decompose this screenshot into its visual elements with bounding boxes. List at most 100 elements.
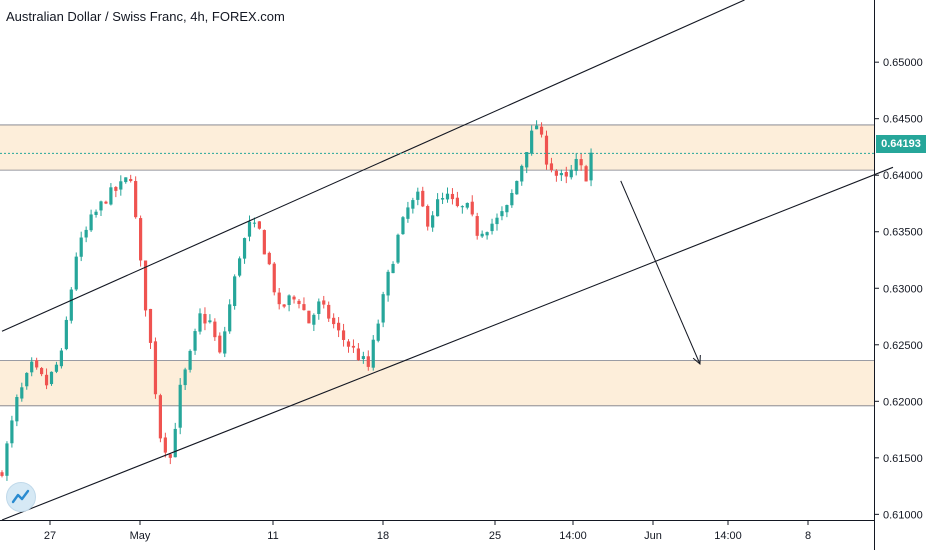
candle-body: [30, 361, 34, 373]
candle: [69, 287, 73, 324]
candle-body: [312, 314, 316, 325]
candle: [327, 301, 331, 322]
candle-body: [554, 170, 558, 176]
candle: [64, 316, 68, 351]
candle: [124, 177, 128, 184]
y-tick-label: 0.61000: [883, 509, 923, 521]
x-tick-label: 14:00: [714, 530, 742, 542]
y-tick-label: 0.62000: [883, 396, 923, 408]
logo-glyph-icon: [11, 489, 30, 504]
candle-body: [208, 320, 212, 323]
candle-body: [421, 190, 425, 207]
y-tick-label: 0.64500: [883, 114, 923, 126]
candle-body: [406, 207, 410, 219]
candle-body: [356, 348, 360, 361]
candle: [193, 328, 197, 355]
candlestick-series: [0, 120, 593, 481]
candle-body: [20, 387, 24, 399]
candle: [569, 164, 573, 180]
candle: [74, 252, 78, 292]
candle-body: [426, 205, 430, 227]
candle: [361, 351, 365, 364]
candle: [148, 308, 153, 350]
candle: [94, 209, 98, 218]
zone-1[interactable]: [0, 124, 874, 171]
candle: [267, 251, 271, 266]
candle: [242, 237, 247, 264]
candle-body: [500, 211, 504, 217]
candle-body: [247, 221, 252, 237]
candle: [89, 209, 93, 232]
channel-lower-line[interactable]: [1, 166, 894, 521]
candle-body: [158, 395, 162, 439]
channel-upper-line[interactable]: [1, 0, 745, 332]
candle: [228, 299, 232, 334]
candle-body: [470, 201, 474, 215]
support-resistance-zones: [0, 124, 874, 407]
candle: [0, 470, 4, 478]
candle-body: [525, 152, 529, 168]
candle: [351, 339, 356, 353]
candle-body: [332, 317, 336, 325]
candle-body: [495, 217, 499, 225]
candle-body: [297, 300, 301, 305]
candle: [525, 152, 529, 174]
candle-body: [337, 322, 341, 331]
candle: [10, 415, 14, 448]
candle: [84, 226, 88, 243]
candle: [168, 453, 172, 465]
candle: [445, 187, 450, 203]
zone-2[interactable]: [0, 360, 874, 406]
candle: [455, 191, 459, 208]
candle-body: [119, 181, 123, 190]
trend-channel[interactable]: [1, 0, 894, 521]
candle-body: [0, 472, 4, 476]
candle: [376, 319, 380, 343]
candle: [475, 212, 479, 240]
candle-body: [396, 234, 400, 263]
candle-body: [44, 374, 49, 386]
candle-body: [584, 166, 588, 182]
candle: [346, 339, 351, 353]
candle-body: [440, 198, 445, 200]
candle-body: [183, 369, 187, 386]
candle: [5, 441, 9, 481]
candle-body: [223, 331, 227, 354]
candle-body: [129, 179, 133, 181]
candle: [396, 233, 400, 265]
candle: [515, 180, 519, 195]
candle-body: [589, 152, 593, 181]
candle-body: [134, 181, 138, 218]
tradingview-logo-icon[interactable]: [6, 482, 36, 512]
candle: [574, 153, 578, 176]
candle-body: [292, 296, 296, 300]
candle-body: [530, 130, 534, 154]
candle: [431, 211, 435, 232]
candle: [139, 215, 143, 267]
candle: [341, 323, 346, 347]
x-tick-label: 11: [267, 530, 278, 542]
candle: [203, 307, 207, 331]
candle-body: [505, 205, 509, 213]
candle: [564, 166, 568, 184]
candle: [238, 256, 242, 278]
candle: [15, 394, 19, 427]
candle-body: [559, 173, 563, 176]
candle-body: [436, 199, 440, 217]
candle: [272, 261, 276, 296]
forecast-arrow[interactable]: [620, 180, 701, 366]
candle: [416, 187, 420, 206]
candle-body: [218, 335, 222, 353]
candle: [30, 357, 34, 377]
candle-body: [64, 319, 68, 350]
candle: [549, 157, 554, 173]
candle: [460, 205, 464, 214]
candle-body: [450, 193, 455, 200]
candle-body: [94, 211, 98, 215]
candle-body: [74, 256, 78, 290]
candle-body: [163, 437, 167, 453]
x-axis-ticks: 27 May 11 18 25 14:00 Jun 14:00 8: [44, 520, 811, 542]
candle: [35, 357, 39, 370]
candle-body: [544, 135, 549, 165]
